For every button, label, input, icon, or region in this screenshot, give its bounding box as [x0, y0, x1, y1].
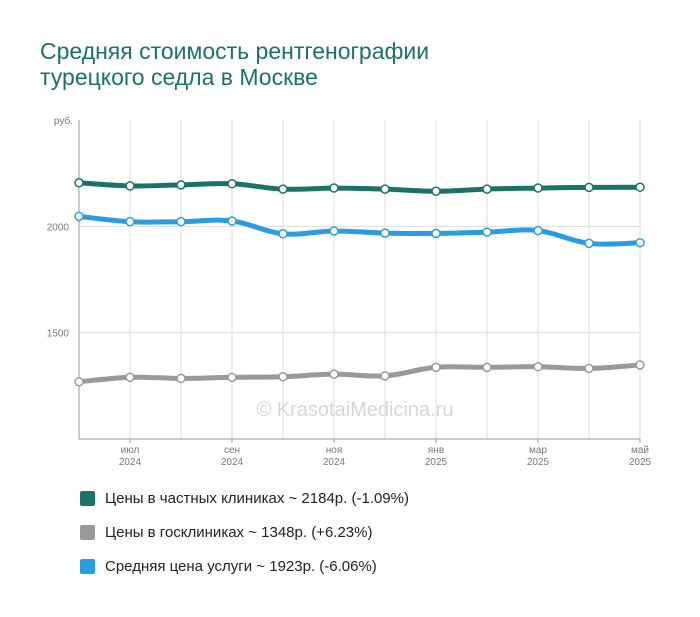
legend: Цены в частных клиниках ~ 2184р. (-1.09%…: [80, 488, 409, 590]
data-point-public: [482, 362, 492, 373]
data-point-average: [329, 226, 339, 236]
legend-item-public[interactable]: Цены в госклиниках ~ 1348р. (+6.23%): [80, 522, 409, 542]
x-tick-label-month: июл: [121, 445, 140, 456]
data-point-private: [431, 186, 441, 196]
data-point-average: [176, 216, 186, 227]
data-point-public: [584, 363, 594, 374]
data-point-private: [635, 182, 645, 192]
data-point-private: [584, 182, 594, 193]
data-point-public: [431, 362, 441, 373]
watermark-text: © KrasotaiMedicina.ru: [256, 399, 453, 421]
data-point-average: [482, 227, 492, 237]
data-point-private: [482, 184, 492, 194]
data-point-public: [329, 369, 339, 379]
chart-title: Средняя стоимость рентгенографии турецко…: [40, 38, 640, 90]
data-point-average: [635, 237, 645, 248]
data-point-public: [635, 360, 645, 370]
x-tick-label-year: 2024: [119, 457, 142, 468]
legend-label-average: Средняя цена услуги ~ 1923р. (-6.06%): [105, 557, 377, 575]
series-line-average: [76, 213, 643, 247]
x-tick-label-year: 2025: [629, 457, 652, 468]
x-tick-label-year: 2024: [323, 457, 346, 468]
data-point-private: [278, 184, 288, 194]
legend-label-private: Цены в частных клиниках ~ 2184р. (-1.09%…: [105, 489, 409, 507]
series-line-private: [76, 180, 643, 194]
data-point-public: [227, 372, 237, 383]
x-tick-label-month: май: [631, 445, 649, 456]
data-point-private: [329, 183, 339, 193]
data-point-average: [584, 238, 594, 249]
data-point-private: [227, 179, 237, 189]
data-point-average: [380, 228, 390, 238]
line-chart: 15002000руб.июл2024сен2024ноя2024янв2025…: [47, 115, 652, 468]
data-point-average: [227, 216, 237, 226]
data-point-average: [278, 229, 288, 239]
legend-item-average[interactable]: Средняя цена услуги ~ 1923р. (-6.06%): [80, 556, 409, 576]
x-tick-label-month: ноя: [326, 445, 343, 456]
data-point-average: [431, 228, 441, 239]
x-tick-label-month: мар: [529, 445, 547, 456]
data-point-average: [125, 216, 135, 227]
legend-item-private[interactable]: Цены в частных клиниках ~ 2184р. (-1.09%…: [80, 488, 409, 508]
data-point-public: [176, 373, 186, 384]
chart-title-line-1: Средняя стоимость рентгенографии: [40, 38, 430, 64]
legend-label-public: Цены в госклиниках ~ 1348р. (+6.23%): [105, 523, 373, 541]
x-tick-label-year: 2024: [221, 457, 244, 468]
legend-swatch-private: [80, 490, 95, 506]
data-point-public: [278, 371, 288, 382]
y-tick-label: 1500: [47, 329, 70, 340]
data-point-average: [74, 211, 84, 222]
legend-swatch-public: [80, 524, 95, 540]
legend-swatch-average: [80, 558, 95, 574]
x-tick-label-month: янв: [428, 445, 444, 456]
data-point-private: [533, 183, 543, 193]
x-tick-label-year: 2025: [527, 457, 550, 468]
data-point-public: [125, 372, 135, 383]
data-point-private: [176, 180, 186, 190]
y-axis-unit-label: руб.: [54, 115, 73, 127]
series-line-public: [76, 362, 643, 385]
y-tick-label: 2000: [47, 222, 70, 233]
data-point-public: [380, 371, 390, 381]
data-point-public: [533, 361, 543, 372]
x-tick-label-month: сен: [224, 445, 240, 456]
data-point-private: [125, 181, 135, 191]
data-point-private: [380, 184, 390, 194]
chart-title-line-2: турецкого седла в Москве: [40, 64, 318, 90]
data-point-private: [74, 177, 84, 188]
x-tick-label-year: 2025: [425, 457, 448, 468]
data-point-average: [533, 225, 543, 236]
data-point-public: [74, 377, 84, 387]
